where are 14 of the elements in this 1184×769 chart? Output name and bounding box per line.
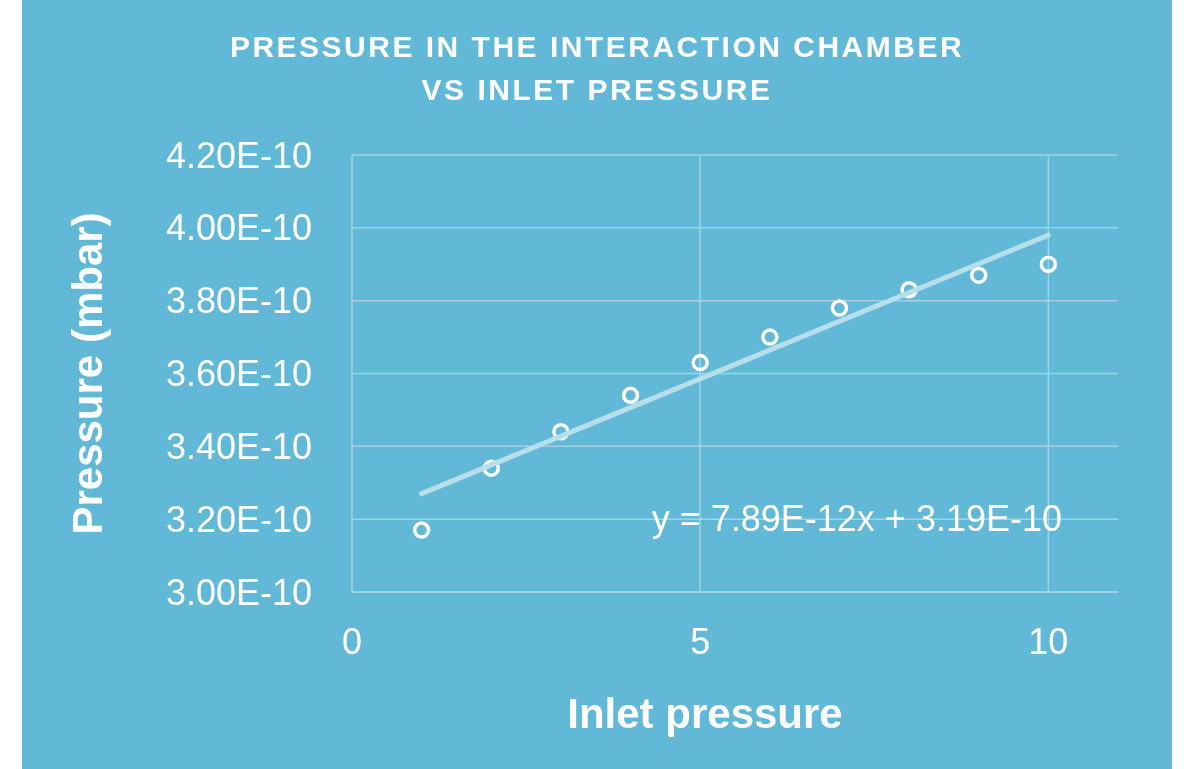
x-axis-title: Inlet pressure (567, 690, 843, 737)
x-tick-label: 0 (341, 621, 363, 662)
y-tick-label: 4.00E-10 (165, 207, 312, 249)
x-tick-label: 10 (1028, 621, 1069, 662)
y-axis-title: Pressure (mbar) (64, 212, 111, 535)
y-tick-label: 3.60E-10 (165, 353, 312, 395)
y-tick-label: 3.80E-10 (165, 280, 312, 322)
y-tick-label: 3.20E-10 (165, 498, 312, 540)
annotation: y = 7.89E-12x + 3.19E-10 (651, 497, 1062, 539)
y-tick-label: 3.00E-10 (165, 571, 312, 613)
chart-title: PRESSURE IN THE INTERACTION CHAMBER VS INLET PRESSURE (229, 30, 965, 106)
x-tick-label: 5 (690, 621, 711, 662)
y-tick-label: 3.40E-10 (165, 425, 312, 467)
y-tick-label: 4.20E-10 (165, 134, 312, 176)
